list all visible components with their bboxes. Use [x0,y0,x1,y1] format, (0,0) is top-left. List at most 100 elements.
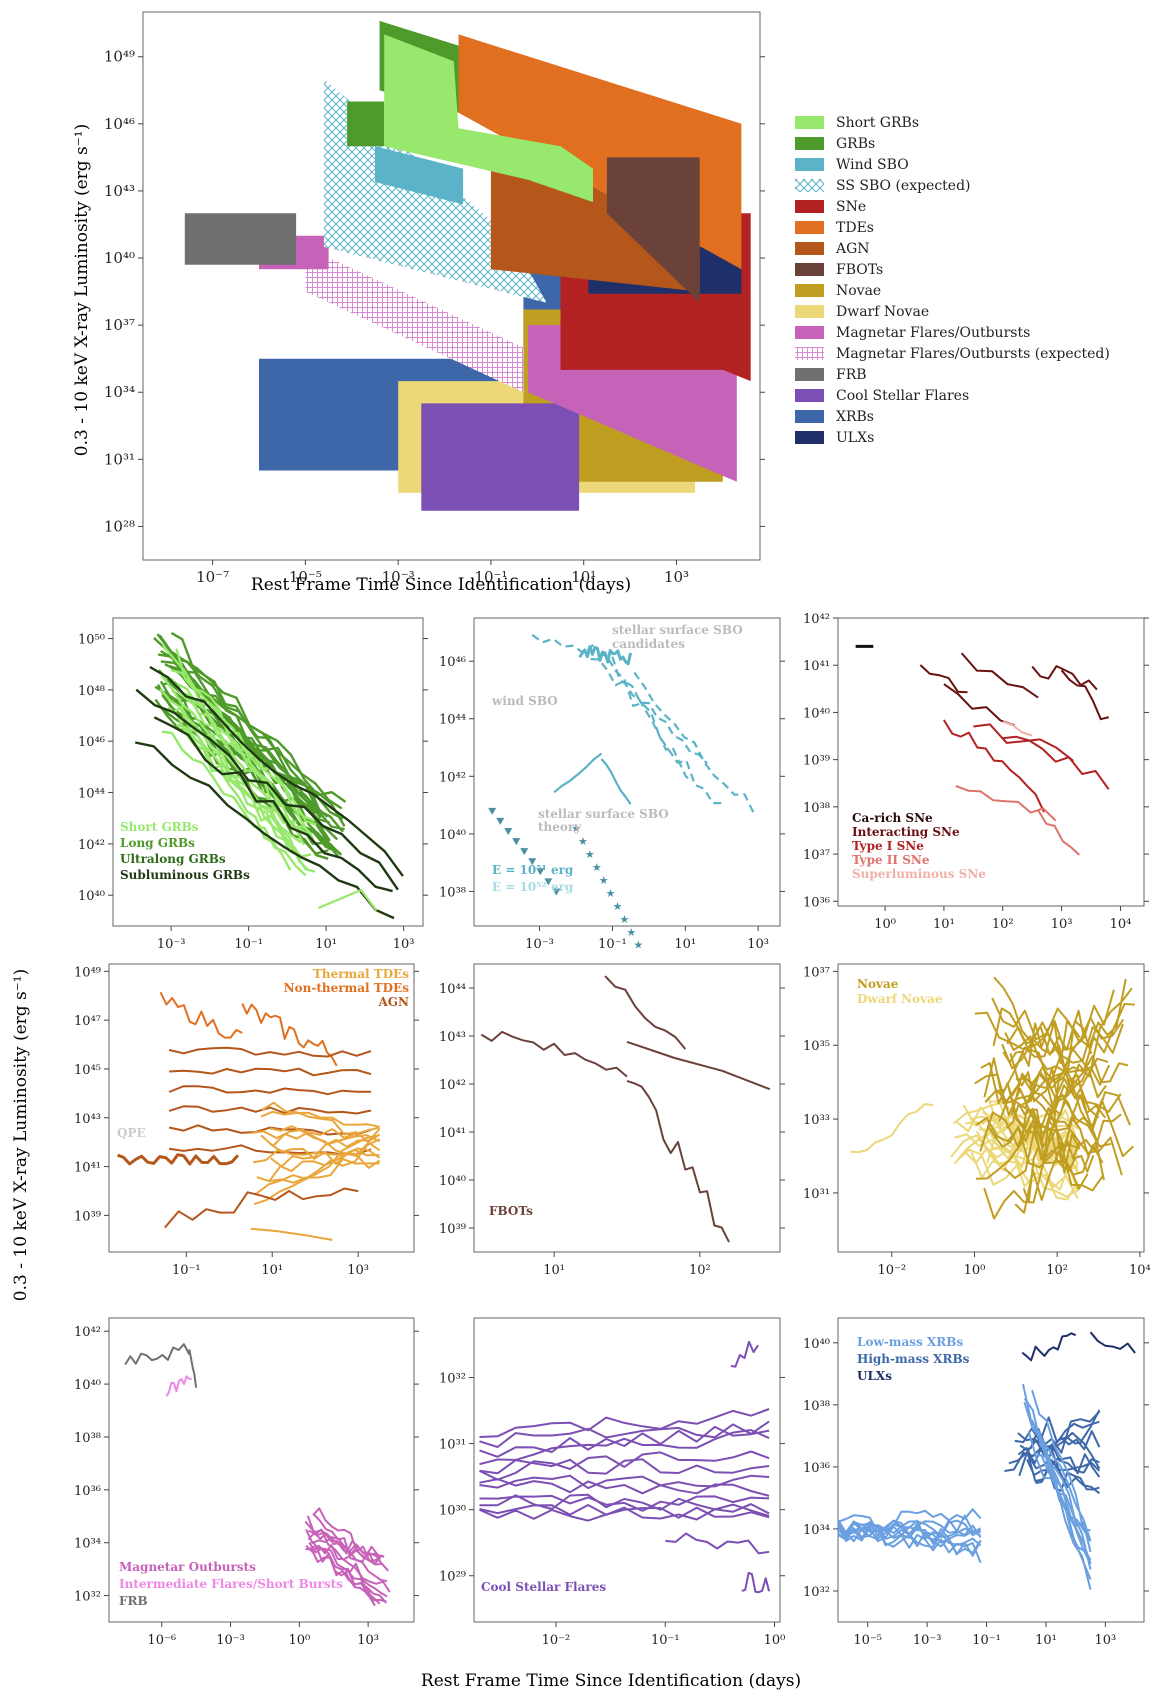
xrbs-ytick-label: 10³⁴ [803,1523,830,1538]
sbo-candidate-curve [611,656,694,783]
stellar-label: Cool Stellar Flares [481,1580,606,1594]
grb-lightcurve [135,688,399,891]
region-fbots [606,157,700,303]
sne-curve [1060,669,1109,721]
sne-curve [1031,665,1098,691]
panel-magnetars-frb: 10⁻⁶ 10⁻³ 10⁰ 10³ 10³² 10³⁴ 10³⁶ 10³⁸ 10⁴⁰ 10⁴² Ma… [74,1317,419,1648]
overview-ytick-label: 10⁴³ [104,182,135,200]
sbo-theory-star: ★ [620,913,630,926]
grbs-ytick-label: 10⁴⁸ [78,684,105,699]
tde-thermal-curve [256,1158,380,1184]
xrbs-xtick-label: 10⁻³ [913,1633,942,1648]
xrbs-xtick-label: 10³ [1094,1633,1116,1648]
tdes-xtick-label: 10³ [347,1263,369,1278]
tde-thermal-curve [250,1128,381,1146]
sbo-xtick-label: 10¹ [674,937,696,952]
region-frb [184,213,297,265]
grbs-label: Short GRBs [120,820,199,834]
legend-swatch [795,431,824,444]
tdes-label: Non-thermal TDEs [284,981,410,995]
fbots-label: FBOTs [489,1204,533,1218]
novae-plot-frame [837,963,1145,1253]
sbo-annotation: wind SBO [491,694,558,708]
grb-lightcurve [134,741,395,920]
panel-shock-breakout: 10⁻³ 10⁻¹ 10¹ 10³10³⁸10⁴⁰10⁴²10⁴⁴10⁴⁶★★★★★★… [439,617,785,952]
xrbs-ytick-label: 10⁴⁰ [803,1337,830,1352]
legend-swatch [795,284,824,297]
xrbs-label: Low-mass XRBs [857,1335,963,1349]
stellar-flare-curve [479,1478,770,1497]
grb-lightcurve [170,668,317,826]
sne-label: Ca-rich SNe [852,811,933,825]
grbs-xtick-label: 10¹ [315,937,337,952]
novae-xtick-label: 10⁰ [964,1263,986,1278]
region-grbs [347,101,385,147]
sne-xtick-label: 10¹ [933,917,955,932]
overview-chart: 10⁻⁷ 10⁻⁵ 10⁻³ 10⁻¹ 10¹ 10³ 10²⁸ 10³¹ 10³⁴ 10³⁷ 10… [104,11,765,586]
lmxb-curve [837,1523,982,1545]
stellar-flare-curve [730,1340,759,1368]
sbo-plot-frame [473,617,781,927]
nova-curve [979,1091,1131,1152]
stellar-ytick-label: 10³⁰ [439,1504,466,1519]
wind-sbo-curve [600,758,632,805]
frb-curve [188,1349,198,1388]
fbot-curve [626,1040,771,1091]
magnetars-ytick-label: 10³⁸ [74,1431,101,1446]
fbots-ytick-label: 10⁴⁴ [439,982,466,997]
legend-swatch [795,410,824,423]
tdes-ytick-label: 10³⁹ [74,1209,101,1224]
sbo-ytick-label: 10³⁸ [439,885,466,900]
sbo-annotation: stellar surface SBO [538,807,669,821]
overview-xtick-label: 10⁻⁵ [289,568,322,586]
magnetars-ytick-label: 10⁴² [74,1325,101,1340]
overview-xtick-label: 10⁻⁷ [196,568,229,586]
dwarf-nova-curve [963,1146,1079,1198]
tdes-ytick-label: 10⁴³ [74,1112,101,1127]
magnetar-outburst-curve [304,1520,383,1564]
lmxb-curve [837,1523,982,1555]
novae-ytick-label: 10³⁷ [803,965,830,980]
sne-curve [1037,809,1080,856]
dwarf-nova-curve [970,1152,1079,1201]
nova-curve [1015,1067,1089,1103]
grbs-label: Ultralong GRBs [120,852,226,866]
xrbs-ytick-label: 10³² [803,1585,830,1600]
legend-swatch [795,389,824,402]
xrbs-xtick-label: 10⁻¹ [972,1633,1001,1648]
agn-curve [164,1187,359,1229]
region-short-grbs [384,34,593,203]
fbots-xtick-label: 10¹ [543,1263,565,1278]
grb-lightcurve [161,644,316,823]
legend-swatch [795,221,824,234]
magnetars-ytick-label: 10³² [74,1590,101,1605]
ulx-curve [1021,1332,1077,1362]
sne-curve [943,683,1015,727]
novae-xtick-label: 10⁴ [1129,1263,1151,1278]
sne-label: Interacting SNe [852,825,960,839]
stellar-ytick-label: 10²⁹ [439,1570,466,1585]
overview-xtick-label: 10¹ [571,568,596,586]
fbots-ytick-label: 10⁴¹ [439,1126,466,1141]
panel-grbs: 10⁻³ 10⁻¹ 10¹ 10³ 10⁴⁰ 10⁴² 10⁴⁴ 10⁴⁶ 10⁴⁸ 10⁵⁰ Sh… [78,617,428,952]
legend-swatch [795,263,824,276]
grbs-plot-frame [112,617,424,927]
panel-tdes-agn: 10⁻¹ 10¹ 10³ 10³⁹ 10⁴¹ 10⁴³ 10⁴⁵ 10⁴⁷ 10⁴⁹ Therma… [74,963,419,1278]
stellar-xtick-label: 10⁻¹ [651,1633,680,1648]
sbo-theory-star: ★ [613,900,623,913]
sbo-ytick-label: 10⁴⁴ [439,713,466,728]
dwarf-nova-curve [950,1130,1079,1166]
sbo-theory-marker [488,807,497,815]
magnetars-xtick-label: 10⁻³ [216,1633,245,1648]
nova-curve [1008,1087,1105,1181]
overview-ytick-label: 10³⁴ [104,383,135,401]
stellar-flare-curve [479,1429,770,1466]
novae-ytick-label: 10³⁵ [803,1039,830,1054]
fbots-plot-frame [473,963,781,1253]
sbo-ytick-label: 10⁴² [439,770,466,785]
grbs-ytick-label: 10⁴² [78,838,105,853]
tde-thermal-curve [260,1126,380,1147]
sbo-annotation: stellar surface SBO [612,623,743,637]
tdes-plot-frame [108,963,415,1253]
